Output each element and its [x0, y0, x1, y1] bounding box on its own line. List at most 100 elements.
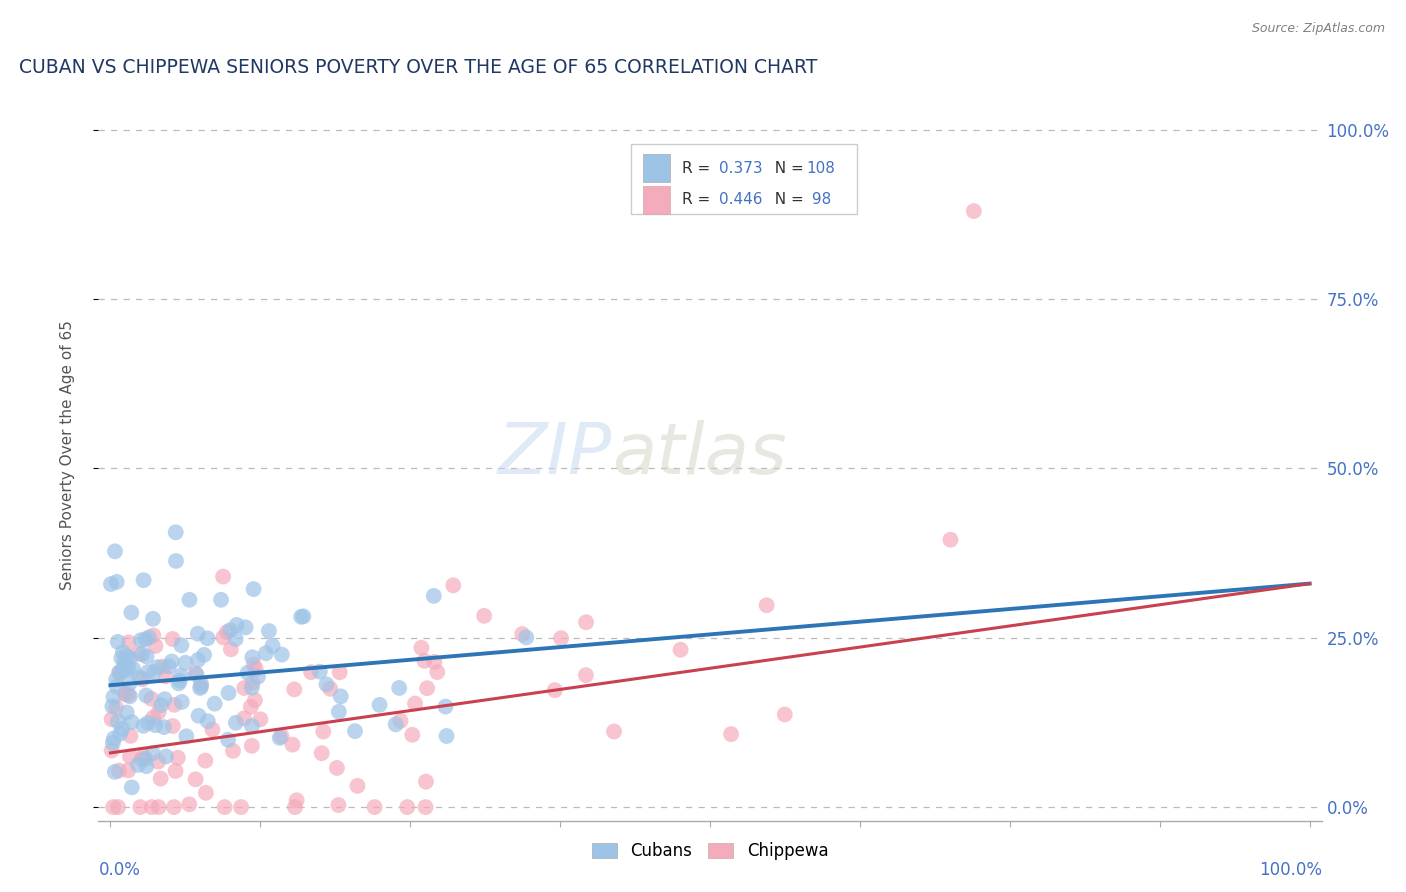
Point [257, 624, 280, 638]
Point [141, 800, 163, 814]
Point [169, 673, 191, 688]
Point [153, 692, 176, 706]
Point [329, 690, 352, 704]
Text: CUBAN VS CHIPPEWA SENIORS POVERTY OVER THE AGE OF 65 CORRELATION CHART: CUBAN VS CHIPPEWA SENIORS POVERTY OVER T… [18, 57, 817, 77]
Text: 0.373: 0.373 [718, 161, 762, 176]
Point [135, 759, 157, 773]
Point [129, 633, 152, 648]
Point [170, 638, 193, 652]
Point [111, 662, 134, 676]
Point [290, 610, 312, 624]
Bar [643, 186, 669, 213]
Point [132, 719, 155, 733]
Point [550, 631, 572, 645]
Point [415, 800, 437, 814]
Point [174, 656, 197, 670]
Point [118, 651, 141, 665]
Point [179, 592, 201, 607]
Point [204, 697, 226, 711]
Point [197, 714, 219, 728]
Point [142, 746, 165, 760]
Point [755, 599, 778, 613]
Point [233, 681, 256, 695]
Point [217, 732, 239, 747]
Point [284, 800, 307, 814]
Point [117, 660, 139, 674]
Point [262, 639, 284, 653]
Point [239, 699, 262, 714]
Point [215, 625, 238, 640]
Point [404, 697, 426, 711]
Point [209, 592, 232, 607]
Point [163, 800, 186, 814]
Point [963, 204, 986, 219]
Point [162, 719, 184, 733]
Point [100, 743, 122, 757]
Point [236, 665, 259, 680]
Point [312, 724, 335, 739]
Text: 0.0%: 0.0% [98, 861, 141, 879]
Text: N =: N = [765, 192, 808, 207]
Point [105, 673, 128, 687]
Point [163, 698, 186, 712]
Text: ZIP: ZIP [498, 420, 612, 490]
Point [128, 670, 150, 684]
Point [176, 729, 198, 743]
Point [114, 664, 136, 678]
Point [160, 655, 183, 669]
Point [311, 746, 333, 760]
Point [141, 691, 163, 706]
Point [240, 650, 263, 665]
Point [108, 666, 131, 681]
Point [103, 690, 125, 704]
Point [384, 717, 406, 731]
Point [146, 660, 169, 674]
Text: N =: N = [765, 161, 808, 176]
Point [233, 711, 256, 725]
Point [326, 761, 349, 775]
Point [127, 758, 149, 772]
Point [544, 683, 567, 698]
Text: R =: R = [682, 161, 716, 176]
Point [117, 688, 139, 702]
Point [184, 666, 207, 681]
Point [103, 800, 125, 814]
Point [135, 689, 157, 703]
Point [212, 569, 235, 583]
Point [187, 708, 209, 723]
Point [423, 655, 446, 669]
Point [101, 736, 124, 750]
Point [101, 699, 124, 714]
Point [720, 727, 742, 741]
Point [115, 648, 138, 663]
Point [110, 726, 132, 740]
Point [184, 772, 207, 787]
FancyBboxPatch shape [630, 145, 856, 213]
Point [179, 797, 201, 812]
Text: 100.0%: 100.0% [1258, 861, 1322, 879]
Point [292, 609, 315, 624]
Point [132, 573, 155, 587]
Point [134, 752, 156, 766]
Point [170, 695, 193, 709]
Point [254, 646, 277, 660]
Point [249, 712, 271, 726]
Point [212, 631, 235, 645]
Point [299, 665, 322, 680]
Point [107, 800, 129, 814]
Point [107, 635, 129, 649]
Point [111, 645, 134, 659]
Point [142, 612, 165, 626]
Bar [643, 154, 669, 182]
Point [194, 754, 217, 768]
Point [269, 731, 291, 745]
Point [152, 659, 174, 673]
Point [111, 722, 134, 736]
Point [132, 749, 155, 764]
Point [105, 680, 128, 694]
Point [319, 681, 342, 696]
Text: R =: R = [682, 192, 716, 207]
Point [120, 749, 142, 764]
Point [131, 647, 153, 661]
Point [120, 729, 142, 743]
